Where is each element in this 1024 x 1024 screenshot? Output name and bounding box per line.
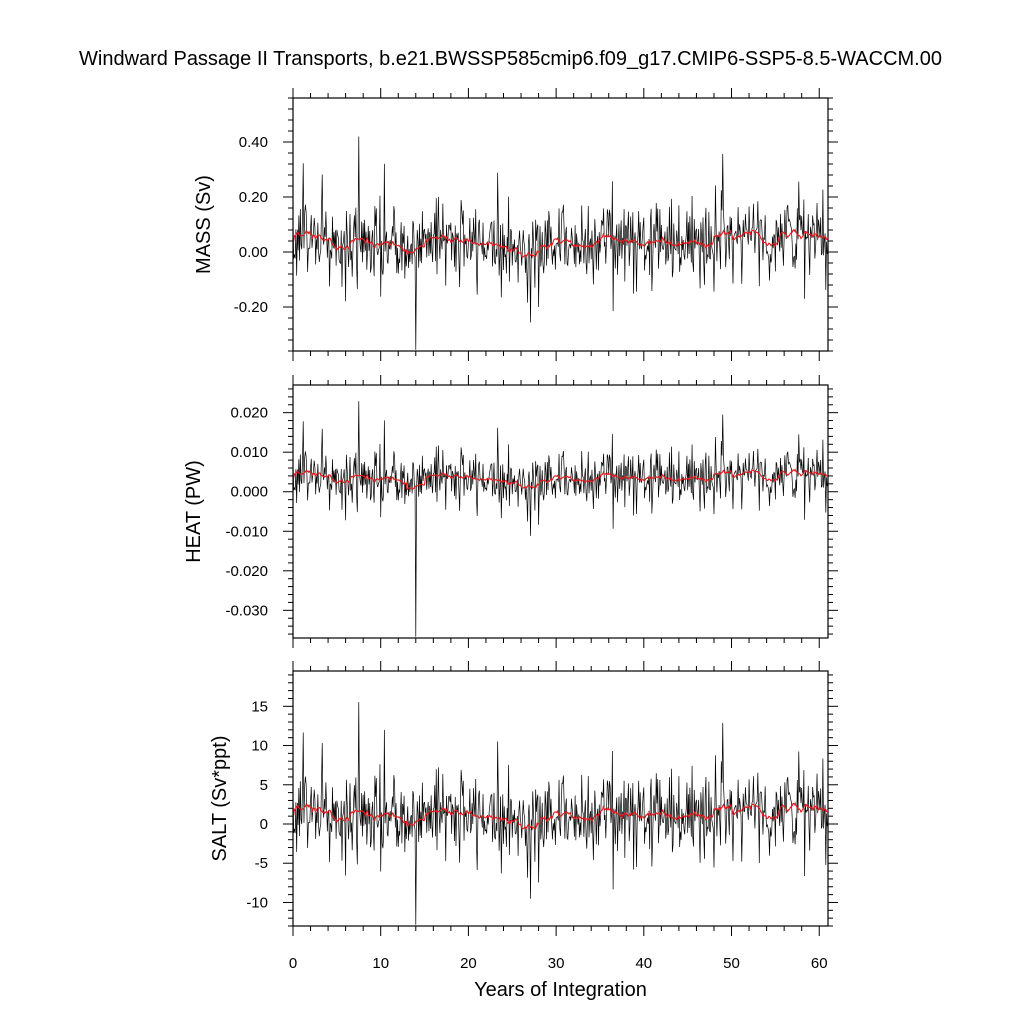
series-line-monthly <box>292 136 828 350</box>
y-tick-label: -0.010 <box>225 523 268 540</box>
y-tick-label: 0.00 <box>239 244 268 261</box>
y-axis-label: HEAT (PW) <box>183 460 205 563</box>
y-tick-label: -10 <box>246 894 268 911</box>
y-tick-label: -5 <box>255 855 268 872</box>
series-line-smoothed <box>292 228 828 258</box>
x-tick-label: 50 <box>723 955 740 972</box>
y-axis-label: SALT (Sv*ppt) <box>209 736 231 862</box>
y-tick-label: 0.20 <box>239 189 268 206</box>
y-tick-label: 0 <box>260 816 268 833</box>
y-tick-label: 5 <box>260 777 268 794</box>
y-tick-label: -0.030 <box>225 602 268 619</box>
plot-frame <box>292 670 829 927</box>
x-tick-label: 0 <box>289 955 297 972</box>
y-tick-label: 0.020 <box>230 405 268 422</box>
x-axis-label: Years of Integration <box>474 979 647 1001</box>
y-tick-label: 0.40 <box>239 134 268 151</box>
series-line-smoothed <box>292 801 828 830</box>
y-tick-label: 0.000 <box>230 484 268 501</box>
y-axis-label: MASS (Sv) <box>193 175 215 274</box>
chart-title: Windward Passage II Transports, b.e21.BW… <box>79 48 942 70</box>
series-line-monthly <box>292 401 828 637</box>
series-line-monthly <box>292 702 828 925</box>
x-tick-label: 10 <box>372 955 389 972</box>
plot-frame <box>292 97 829 352</box>
x-tick-label: 60 <box>811 955 828 972</box>
x-tick-label: 30 <box>548 955 565 972</box>
x-tick-label: 20 <box>460 955 477 972</box>
y-tick-label: -0.020 <box>225 563 268 580</box>
x-tick-label: 40 <box>635 955 652 972</box>
y-tick-label: 0.010 <box>230 444 268 461</box>
y-tick-label: 10 <box>251 738 268 755</box>
y-tick-label: 15 <box>251 698 268 715</box>
series-line-smoothed <box>292 468 828 491</box>
plot-frame <box>292 384 829 639</box>
y-tick-label: -0.20 <box>234 299 268 316</box>
